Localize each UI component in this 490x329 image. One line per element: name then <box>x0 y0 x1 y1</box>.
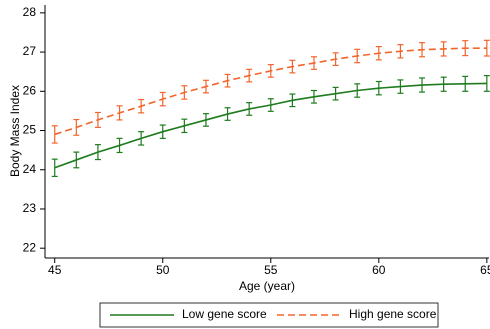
error-bar <box>94 144 101 161</box>
y-tick-label: 22 <box>23 240 37 254</box>
error-bar <box>310 89 317 104</box>
error-bar <box>397 79 404 94</box>
error-bar <box>51 158 58 178</box>
error-bar <box>419 42 426 58</box>
error-bar <box>289 59 296 74</box>
x-tick-label: 55 <box>264 263 278 277</box>
x-axis-label: Age (year) <box>239 279 295 293</box>
y-tick-label: 27 <box>23 44 37 58</box>
y-tick-label: 23 <box>23 201 37 215</box>
y-tick-label: 28 <box>23 5 37 19</box>
error-bar <box>246 68 253 83</box>
y-tick-label: 26 <box>23 83 37 97</box>
error-bar <box>462 40 469 57</box>
error-bar <box>94 111 101 128</box>
error-bar <box>267 64 274 78</box>
y-tick-label: 25 <box>23 123 37 137</box>
error-bar <box>116 137 123 154</box>
x-tick-label: 50 <box>156 263 170 277</box>
error-bar <box>375 45 382 61</box>
y-axis-label: Body Mass Index <box>8 85 22 177</box>
error-bar <box>138 131 145 146</box>
error-bar <box>440 41 447 57</box>
legend-label: High gene score <box>349 307 437 321</box>
error-bar <box>332 86 339 101</box>
error-bar <box>440 76 447 92</box>
error-bar <box>419 77 426 93</box>
error-bar <box>483 39 490 57</box>
error-bar <box>483 75 490 92</box>
error-bar <box>159 91 166 107</box>
error-bar <box>202 79 209 94</box>
error-bar <box>310 56 317 70</box>
error-bar <box>289 93 296 108</box>
error-bar <box>73 118 80 136</box>
error-bar <box>181 85 188 100</box>
error-bar <box>116 105 123 121</box>
legend-label: Low gene score <box>182 307 267 321</box>
x-tick-label: 60 <box>372 263 386 277</box>
error-bar <box>181 118 188 134</box>
series-line <box>54 82 487 169</box>
error-bar <box>159 124 166 139</box>
error-bar <box>51 125 58 144</box>
error-bar <box>332 52 339 67</box>
error-bar <box>73 151 80 169</box>
error-bar <box>375 80 382 96</box>
error-bar <box>246 102 253 116</box>
error-bar <box>267 98 274 112</box>
error-bar <box>354 83 361 98</box>
error-bar <box>138 98 145 114</box>
x-tick-label: 45 <box>48 263 62 277</box>
error-bar <box>462 75 469 92</box>
error-bar <box>202 113 209 127</box>
error-bar <box>224 73 231 88</box>
y-tick-label: 24 <box>23 162 37 176</box>
x-tick-label: 65 <box>480 263 490 277</box>
error-bar <box>397 44 404 59</box>
error-bar <box>224 107 231 121</box>
error-bar <box>354 48 361 64</box>
